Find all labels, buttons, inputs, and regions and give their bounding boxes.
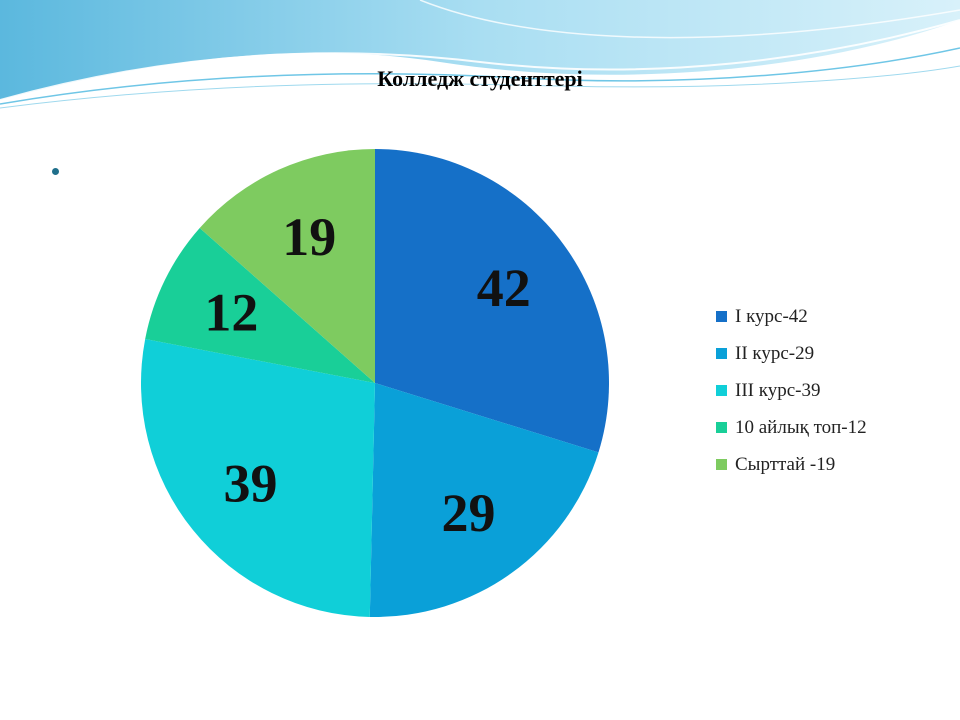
pie-slice-1 [375, 149, 609, 453]
legend-label-3: ІІІ курс-39 [735, 379, 821, 401]
pie-data-label-3: 39 [224, 454, 278, 514]
legend-item-5: Сырттай -19 [716, 446, 867, 483]
legend-swatch-2 [716, 348, 727, 359]
pie-data-label-5: 19 [282, 207, 336, 267]
wave-line-4 [419, 0, 960, 39]
legend-swatch-1 [716, 311, 727, 322]
wave-line-3 [0, 65, 960, 109]
wave-line-2 [0, 47, 960, 105]
legend-item-1: І курс-42 [716, 298, 867, 335]
pie-slice-2 [369, 383, 599, 617]
pie-slice-3 [141, 338, 375, 617]
header-wave-decoration [0, 0, 960, 109]
wave-line-1 [0, 19, 960, 101]
legend-label-5: Сырттай -19 [735, 453, 836, 475]
wave-band-fill [0, 0, 960, 100]
legend-item-2: ІІ курс-29 [716, 335, 867, 372]
bullet-point [52, 168, 59, 175]
pie-data-label-2: 29 [441, 483, 495, 543]
pie-slice-4 [145, 227, 375, 383]
legend-swatch-5 [716, 459, 727, 470]
chart-legend: І курс-42 ІІ курс-29 ІІІ курс-39 10 айлық т… [716, 298, 867, 483]
pie-slice-5 [199, 149, 375, 383]
legend-swatch-4 [716, 422, 727, 433]
pie-data-label-4: 12 [204, 282, 258, 342]
legend-item-3: ІІІ курс-39 [716, 372, 867, 409]
legend-label-1: І курс-42 [735, 305, 808, 327]
legend-label-4: 10 айлық топ-12 [735, 416, 867, 438]
legend-item-4: 10 айлық топ-12 [716, 409, 867, 446]
chart-title: Колледж студенттері [377, 66, 583, 91]
pie-data-label-1: 42 [477, 258, 531, 318]
legend-swatch-3 [716, 385, 727, 396]
legend-label-2: ІІ курс-29 [735, 342, 815, 364]
